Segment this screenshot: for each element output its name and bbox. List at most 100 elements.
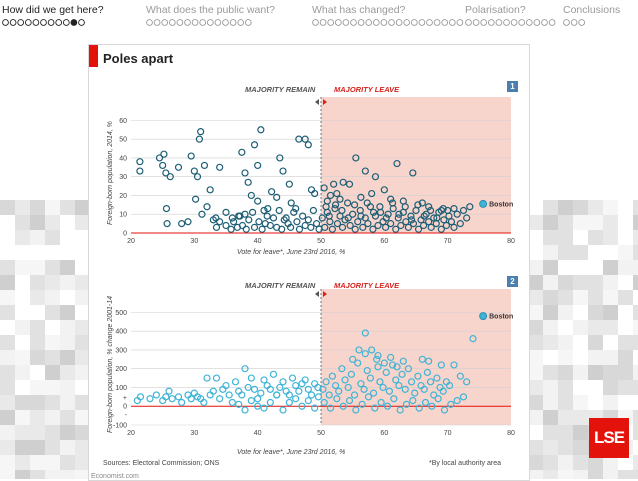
data-point [382, 223, 390, 231]
nav-dot[interactable] [191, 19, 199, 26]
nav-dot[interactable] [357, 19, 365, 26]
nav-dot[interactable] [70, 19, 78, 26]
nav-dot[interactable] [541, 19, 548, 26]
nav-dot[interactable] [319, 19, 327, 26]
tile [30, 395, 45, 410]
data-point [369, 389, 378, 397]
y-tick-label: 50 [119, 137, 127, 144]
nav-dot[interactable] [153, 19, 161, 26]
tile [603, 395, 618, 410]
nav-dot[interactable] [578, 19, 586, 26]
nav-dot[interactable] [510, 19, 518, 26]
nav-dot[interactable] [2, 19, 9, 26]
data-point [168, 395, 176, 403]
nav-dot[interactable] [32, 19, 40, 26]
data-point [387, 195, 395, 203]
nav-dot[interactable] [365, 19, 373, 26]
nav-dot[interactable] [214, 19, 222, 26]
nav-section-5-dots[interactable] [563, 18, 588, 27]
nav-dot[interactable] [380, 19, 388, 26]
nav-dot[interactable] [350, 19, 357, 26]
x-tick-label: 70 [444, 238, 452, 245]
nav-dot[interactable] [518, 19, 526, 26]
nav-dot[interactable] [448, 19, 456, 26]
nav-dot[interactable] [146, 19, 153, 26]
nav-dot[interactable] [327, 19, 335, 26]
nav-section-1-dots[interactable] [2, 18, 88, 27]
nav-dot[interactable] [480, 19, 488, 26]
nav-dot[interactable] [40, 19, 47, 26]
tile [588, 455, 603, 470]
nav-dot[interactable] [487, 19, 495, 26]
nav-dot[interactable] [24, 19, 32, 26]
nav-dot[interactable] [161, 19, 169, 26]
nav-dot[interactable] [342, 19, 350, 26]
nav-section-2-label[interactable]: What does the public want? [146, 4, 275, 16]
nav-dot[interactable] [55, 19, 63, 26]
nav-dot[interactable] [410, 19, 418, 26]
tile [573, 425, 588, 440]
data-point [368, 346, 376, 354]
nav-dot[interactable] [503, 19, 510, 26]
tile [75, 320, 90, 335]
nav-dot[interactable] [206, 19, 214, 26]
data-point [330, 180, 338, 188]
data-point [377, 398, 385, 407]
data-point [428, 402, 436, 410]
nav-dot[interactable] [168, 19, 176, 26]
nav-dot[interactable] [548, 19, 556, 26]
nav-dot[interactable] [334, 19, 342, 26]
nav-section-2-dots[interactable] [146, 18, 255, 27]
nav-section-3-dots[interactable] [312, 18, 466, 27]
figure-source: Sources: Electoral Commission; ONS [103, 460, 220, 467]
data-point [430, 214, 438, 222]
tile [60, 470, 75, 479]
nav-section-4-dots[interactable] [465, 18, 559, 27]
data-point [269, 214, 278, 222]
nav-dot[interactable] [456, 19, 464, 26]
nav-dot[interactable] [426, 19, 433, 26]
nav-dot[interactable] [495, 19, 503, 26]
nav-dot[interactable] [222, 19, 229, 26]
data-point [254, 161, 262, 170]
nav-dot[interactable] [472, 19, 480, 26]
nav-section-5-label[interactable]: Conclusions [563, 4, 621, 16]
nav-dot[interactable] [563, 19, 570, 26]
nav-dot[interactable] [525, 19, 533, 26]
nav-dot[interactable] [47, 19, 55, 26]
data-point [350, 391, 359, 399]
nav-dot[interactable] [395, 19, 403, 26]
nav-dot[interactable] [184, 19, 191, 26]
tile [528, 320, 543, 335]
tile [30, 380, 45, 395]
nav-dot[interactable] [418, 19, 426, 26]
nav-dot[interactable] [229, 19, 237, 26]
nav-dot[interactable] [176, 19, 184, 26]
nav-dot[interactable] [465, 19, 472, 26]
nav-dot[interactable] [17, 19, 25, 26]
nav-dot[interactable] [237, 19, 245, 26]
tile [0, 200, 15, 215]
tile [588, 350, 603, 365]
tile [573, 395, 588, 410]
nav-section-4-label[interactable]: Polarisation? [465, 4, 526, 16]
nav-dot[interactable] [312, 19, 319, 26]
data-point [328, 225, 336, 233]
data-point [278, 225, 286, 233]
nav-dot[interactable] [78, 19, 85, 26]
nav-dot[interactable] [570, 19, 578, 26]
nav-section-1-label[interactable]: How did we get here? [2, 4, 104, 16]
nav-section-3-label[interactable]: What has changed? [312, 4, 406, 16]
nav-dot[interactable] [388, 19, 395, 26]
nav-dot[interactable] [62, 19, 70, 26]
tile [603, 305, 618, 320]
nav-dot[interactable] [9, 19, 17, 26]
tile [573, 470, 588, 479]
nav-dot[interactable] [433, 19, 441, 26]
nav-dot[interactable] [244, 19, 252, 26]
nav-dot[interactable] [199, 19, 207, 26]
nav-dot[interactable] [372, 19, 380, 26]
nav-dot[interactable] [441, 19, 449, 26]
nav-dot[interactable] [403, 19, 411, 26]
nav-dot[interactable] [533, 19, 541, 26]
